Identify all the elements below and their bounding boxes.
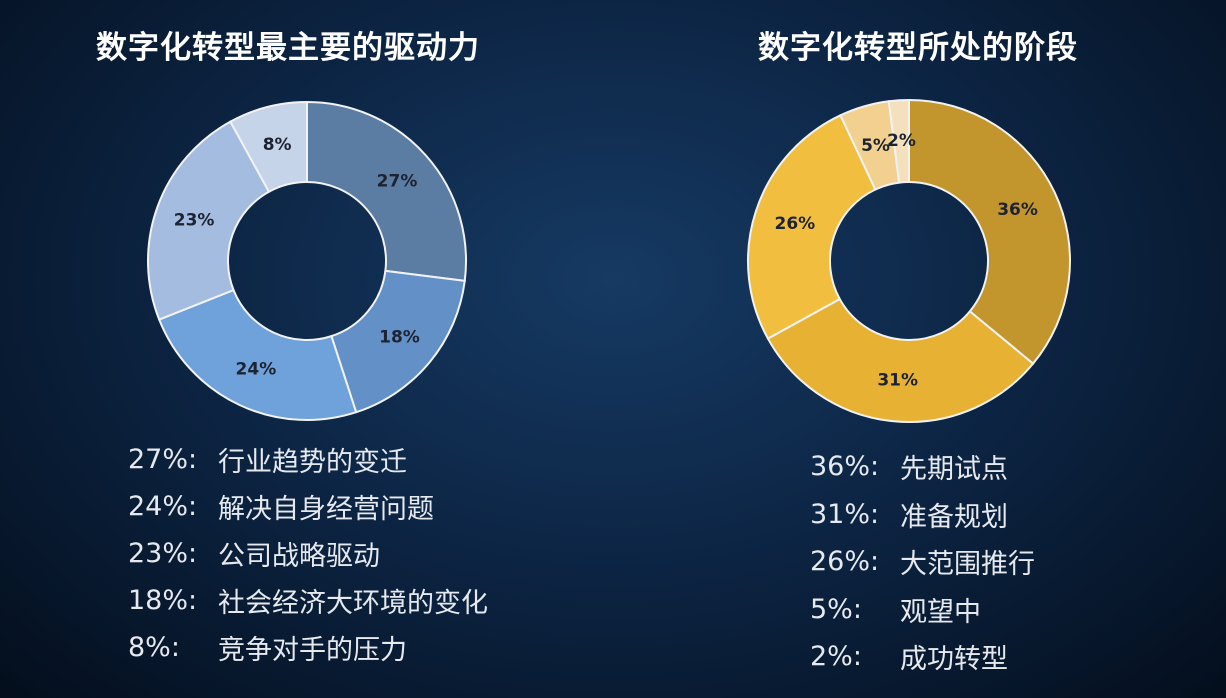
legend-item: 18%: 社会经济大环境的变化 xyxy=(128,577,488,624)
chart-title: 数字化转型所处的阶段 xyxy=(758,30,1078,66)
legend-item: 27%: 行业趋势的变迁 xyxy=(128,436,488,483)
driving-force-donut-chart: 27% 18% 24% 23% 8% xyxy=(147,100,467,421)
slice-data-label: 2% xyxy=(887,131,916,151)
legend-percent: 27%: xyxy=(128,444,198,475)
slice-data-label: 23% xyxy=(174,210,215,230)
transformation-stage-donut-chart: 36% 31% 26% 5%2% xyxy=(747,98,1071,423)
legend-item: 31%: 准备规划 xyxy=(810,491,1035,539)
legend-percent: 36%: xyxy=(810,451,880,483)
legend-item: 24%: 解决自身经营问题 xyxy=(128,483,488,530)
legend-percent: 5%: xyxy=(810,593,862,625)
legend-label: 社会经济大环境的变化 xyxy=(218,588,488,619)
slice-data-label: 36% xyxy=(997,200,1038,220)
legend-percent: 26%: xyxy=(810,546,880,578)
donut-slice xyxy=(747,113,877,340)
legend-label: 大范围推行 xyxy=(900,549,1035,581)
legend-label: 观望中 xyxy=(900,596,981,628)
legend-item: 36%: 先期试点 xyxy=(810,443,1035,491)
legend-percent: 23%: xyxy=(128,538,198,569)
chart-legend: 36%: 先期试点 31%: 准备规划 26%: 大范围推行 5%: 观望中 2%: 成功… xyxy=(810,443,1035,681)
legend-label: 准备规划 xyxy=(900,501,1008,533)
legend-percent: 2%: xyxy=(810,641,862,673)
slice-data-label: 24% xyxy=(236,360,277,380)
donut-slice xyxy=(330,269,466,414)
legend-label: 行业趋势的变迁 xyxy=(218,447,407,478)
legend-label: 解决自身经营问题 xyxy=(218,494,434,525)
legend-item: 5%: 观望中 xyxy=(810,586,1035,634)
donut-slice xyxy=(306,100,467,283)
legend-percent: 8%: xyxy=(128,632,180,663)
donut-slice xyxy=(887,98,910,184)
legend-label: 成功转型 xyxy=(900,644,1008,676)
donut-slice xyxy=(147,120,271,321)
legend-item: 26%: 大范围推行 xyxy=(810,538,1035,586)
legend-label: 先期试点 xyxy=(900,454,1008,486)
legend-label: 公司战略驱动 xyxy=(218,541,380,572)
donut-slice xyxy=(908,98,1071,366)
driving-force-panel: 数字化转型最主要的驱动力 27% 18% 24% 23% 8% 27%: 行业趋势的变迁 … xyxy=(96,30,488,671)
donut-slice xyxy=(157,288,358,421)
slice-data-label: 5% xyxy=(861,136,890,156)
slice-data-label: 18% xyxy=(379,327,420,347)
slice-data-label: 27% xyxy=(377,172,418,192)
legend-label: 竞争对手的压力 xyxy=(218,635,407,666)
legend-item: 2%: 成功转型 xyxy=(810,633,1035,681)
legend-percent: 18%: xyxy=(128,585,198,616)
slice-data-label: 26% xyxy=(775,214,816,234)
donut-slice xyxy=(766,297,1035,423)
legend-percent: 24%: xyxy=(128,491,198,522)
slice-data-label: 8% xyxy=(263,135,292,155)
chart-legend: 27%: 行业趋势的变迁 24%: 解决自身经营问题 23%: 公司战略驱动 18%:… xyxy=(128,436,488,671)
slice-data-label: 31% xyxy=(877,370,918,390)
chart-title: 数字化转型最主要的驱动力 xyxy=(96,30,480,66)
legend-item: 23%: 公司战略驱动 xyxy=(128,530,488,577)
transformation-stage-panel: 数字化转型所处的阶段 36% 31% 26% 5% 2% 36%: 先期试点 31%: 准备… xyxy=(613,0,1226,698)
legend-percent: 31%: xyxy=(810,498,880,530)
donut-slice xyxy=(229,100,308,194)
legend-item: 8%: 竞争对手的压力 xyxy=(128,624,488,671)
